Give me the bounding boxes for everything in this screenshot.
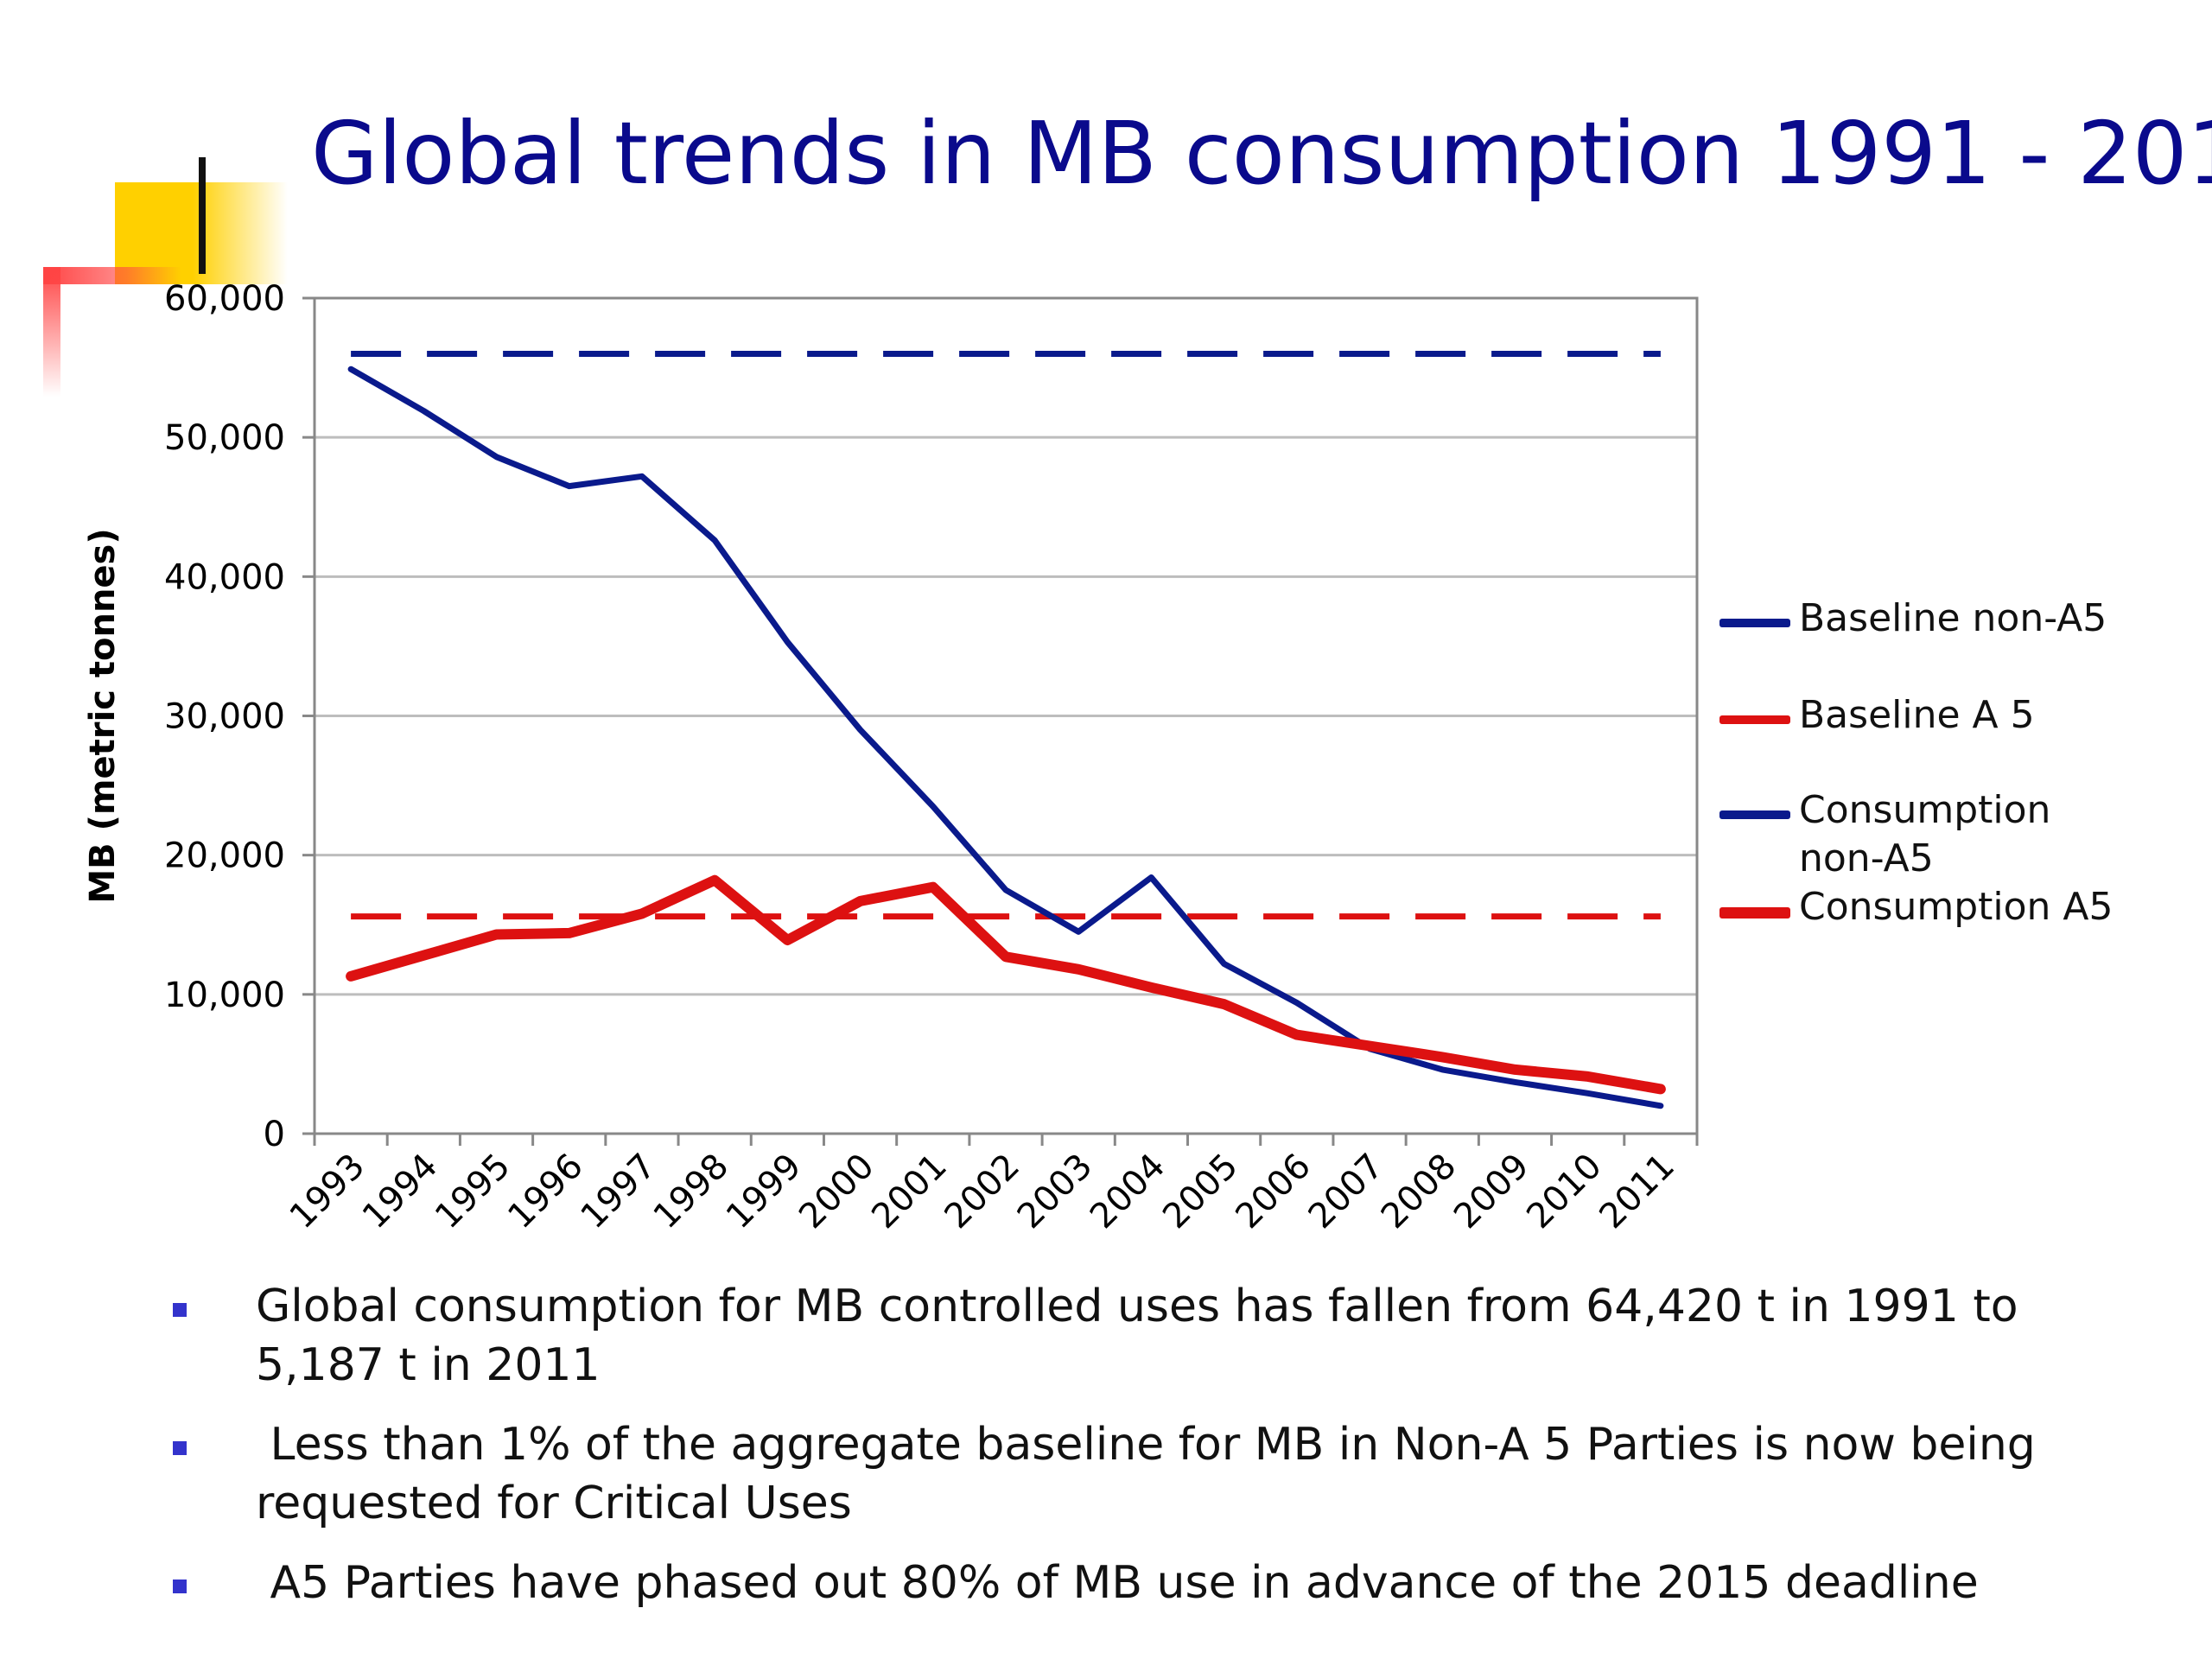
- x-tick-label: 1999: [719, 1147, 810, 1237]
- x-tick-label: 1993: [283, 1147, 373, 1237]
- y-tick-label: 20,000: [164, 836, 285, 876]
- x-tick-label: 1998: [646, 1147, 737, 1237]
- y-tick-label: 60,000: [164, 279, 285, 319]
- slide-title: Global trends in MB consumption 1991 - 2…: [311, 103, 2212, 204]
- chart-series: [346, 351, 1666, 1109]
- x-tick-label: 1994: [355, 1147, 446, 1237]
- x-tick-label: 2001: [864, 1147, 955, 1237]
- legend-item-consumption-a5: Consumption A5: [1719, 883, 2126, 931]
- x-tick-label: 2011: [1592, 1147, 1682, 1237]
- square-bullet-icon: [173, 1580, 187, 1593]
- x-tick-label: 1996: [500, 1147, 591, 1237]
- x-tick-label: 2003: [1010, 1147, 1101, 1237]
- y-tick-label: 30,000: [164, 697, 285, 737]
- legend-item-consumption-non-a5: Consumption non-A5: [1719, 786, 2126, 883]
- bullet-text: A5 Parties have phased out 80% of MB use…: [256, 1557, 1979, 1609]
- legend-swatch-consumption-a5: [1719, 907, 1790, 918]
- bullet-item: Global consumption for MB controlled use…: [164, 1277, 2065, 1395]
- legend-label-consumption-a5: Consumption A5: [1799, 885, 2113, 929]
- x-tick-label: 2004: [1083, 1147, 1173, 1237]
- legend-label-baseline-a5: Baseline A 5: [1799, 693, 2035, 737]
- x-tick-label: 2010: [1519, 1147, 1610, 1237]
- chart-gridlines: [315, 435, 1697, 996]
- y-tick-label: 10,000: [164, 976, 285, 1015]
- bullet-item: A5 Parties have phased out 80% of MB use…: [164, 1554, 2065, 1612]
- legend-swatch-baseline-non-a5: [1719, 619, 1790, 627]
- x-tick-label: 2009: [1446, 1147, 1537, 1237]
- y-tick-label: 50,000: [164, 418, 285, 458]
- x-tick-label: 1997: [574, 1147, 664, 1237]
- legend-label-consumption-non-a5: Consumption non-A5: [1799, 788, 2051, 880]
- bullet-text: Less than 1% of the aggregate baseline f…: [256, 1419, 2050, 1529]
- legend-label-baseline-non-a5: Baseline non-A5: [1799, 596, 2107, 640]
- x-tick-label: 2002: [938, 1147, 1028, 1237]
- legend-swatch-baseline-a5: [1719, 715, 1790, 724]
- x-tick-label: 2000: [791, 1147, 882, 1237]
- series-line-consumption-a5: [346, 874, 1666, 1095]
- square-bullet-icon: [173, 1303, 187, 1317]
- y-axis-label: MB (metric tonnes): [83, 528, 123, 903]
- x-tick-label: 2005: [1155, 1147, 1246, 1237]
- bullet-list: Global consumption for MB controlled use…: [164, 1277, 2065, 1633]
- square-bullet-icon: [173, 1441, 187, 1455]
- x-tick-label: 2008: [1374, 1147, 1465, 1237]
- x-tick-label: 2006: [1228, 1147, 1319, 1237]
- decorative-red-bar-vertical: [43, 267, 60, 397]
- y-tick-label: 0: [264, 1115, 285, 1154]
- decorative-red-bar-horizontal: [43, 267, 181, 284]
- x-axis-ticks: 1993199419951996199719981999200020012002…: [283, 1134, 1699, 1237]
- x-tick-label: 2007: [1301, 1147, 1392, 1237]
- decorative-black-bar: [199, 157, 206, 274]
- y-axis-ticks: 0 10,000 20,000 30,000 40,000 50,000 60,000: [164, 279, 315, 1154]
- y-tick-label: 40,000: [164, 557, 285, 597]
- bullet-text: Global consumption for MB controlled use…: [256, 1281, 2018, 1391]
- x-tick-label: 1995: [428, 1147, 518, 1237]
- legend-item-baseline-non-a5: Baseline non-A5: [1719, 594, 2126, 643]
- bullet-item: Less than 1% of the aggregate baseline f…: [164, 1415, 2065, 1533]
- legend-swatch-consumption-non-a5: [1719, 810, 1790, 819]
- series-line-consumption-non-a5: [347, 365, 1664, 1109]
- legend-item-baseline-a5: Baseline A 5: [1719, 691, 2126, 740]
